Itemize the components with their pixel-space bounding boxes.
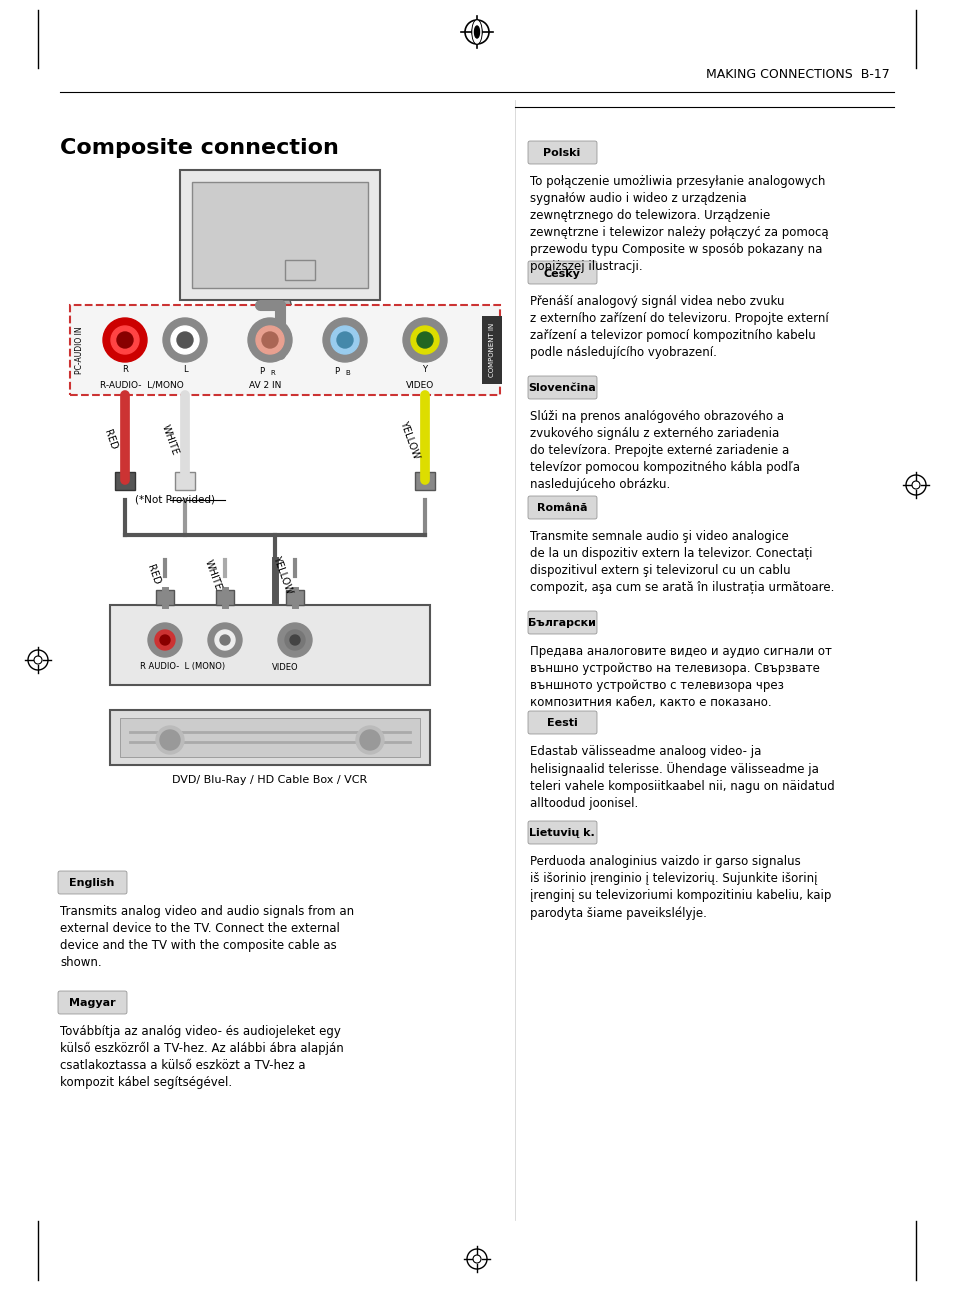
Text: DVD/ Blu-Ray / HD Cable Box / VCR: DVD/ Blu-Ray / HD Cable Box / VCR — [172, 775, 367, 785]
FancyBboxPatch shape — [286, 590, 304, 605]
Circle shape — [220, 635, 230, 646]
Circle shape — [277, 624, 312, 657]
Text: Magyar: Magyar — [69, 998, 115, 1008]
Circle shape — [111, 327, 139, 354]
Circle shape — [323, 318, 367, 361]
Text: R AUDIO-  L (MONO): R AUDIO- L (MONO) — [140, 662, 225, 671]
Text: Polski: Polski — [543, 148, 580, 158]
FancyBboxPatch shape — [527, 261, 597, 284]
Text: YELLOW: YELLOW — [272, 555, 294, 595]
Circle shape — [171, 327, 199, 354]
Circle shape — [160, 729, 180, 750]
Text: Transmits analog video and audio signals from an
external device to the TV. Conn: Transmits analog video and audio signals… — [60, 905, 354, 970]
Text: MAKING CONNECTIONS  B-17: MAKING CONNECTIONS B-17 — [705, 68, 889, 81]
Text: Y: Y — [422, 365, 427, 374]
Text: Lietuvių k.: Lietuvių k. — [529, 828, 595, 838]
Text: RED: RED — [145, 564, 161, 586]
Text: RED: RED — [102, 429, 118, 452]
Ellipse shape — [473, 21, 480, 43]
Text: PC-AUDIO IN: PC-AUDIO IN — [75, 327, 85, 374]
Text: Предава аналоговите видео и аудио сигнали от
външно устройство на телевизора. Св: Предава аналоговите видео и аудио сигнал… — [530, 646, 831, 709]
Circle shape — [416, 332, 433, 349]
FancyBboxPatch shape — [527, 611, 597, 634]
FancyBboxPatch shape — [527, 821, 597, 844]
FancyBboxPatch shape — [215, 590, 233, 605]
Circle shape — [402, 318, 447, 361]
Circle shape — [154, 630, 174, 649]
Text: Composite connection: Composite connection — [60, 138, 338, 158]
Text: R-AUDIO-  L/MONO: R-AUDIO- L/MONO — [100, 381, 184, 390]
Ellipse shape — [474, 26, 479, 37]
Circle shape — [160, 635, 170, 646]
Circle shape — [248, 318, 292, 361]
Text: P: P — [335, 367, 339, 376]
FancyBboxPatch shape — [58, 871, 127, 893]
FancyBboxPatch shape — [527, 141, 597, 164]
Circle shape — [290, 635, 299, 646]
Circle shape — [177, 332, 193, 349]
Text: Română: Română — [537, 503, 587, 513]
Text: Přenáší analogový signál videa nebo zvuku
z externího zařízení do televizoru. Pr: Přenáší analogový signál videa nebo zvuk… — [530, 296, 828, 359]
FancyBboxPatch shape — [234, 330, 325, 342]
Text: Български: Български — [528, 618, 596, 627]
Text: Transmite semnale audio şi video analogice
de la un dispozitiv extern la televiz: Transmite semnale audio şi video analogi… — [530, 531, 834, 594]
Text: Edastab välisseadme analoog video- ja
helisignaalid telerisse. Ühendage välissea: Edastab välisseadme analoog video- ja he… — [530, 745, 834, 811]
FancyBboxPatch shape — [180, 170, 379, 300]
Text: B: B — [345, 371, 350, 376]
Text: Továbbítja az analóg video- és audiojeleket egy
külső eszközről a TV-hez. Az alá: Továbbítja az analóg video- és audiojele… — [60, 1025, 343, 1090]
FancyBboxPatch shape — [527, 496, 597, 519]
Text: English: English — [70, 878, 114, 888]
Polygon shape — [262, 300, 297, 330]
FancyBboxPatch shape — [115, 473, 135, 491]
Circle shape — [208, 624, 242, 657]
FancyBboxPatch shape — [120, 718, 419, 757]
FancyBboxPatch shape — [285, 259, 314, 280]
Text: Slovenčina: Slovenčina — [528, 383, 596, 392]
Circle shape — [156, 726, 184, 754]
FancyBboxPatch shape — [192, 182, 368, 288]
FancyBboxPatch shape — [527, 711, 597, 735]
Text: AV 2 IN: AV 2 IN — [249, 381, 281, 390]
Circle shape — [214, 630, 234, 649]
Text: WHITE: WHITE — [203, 558, 223, 591]
FancyBboxPatch shape — [110, 710, 430, 766]
FancyBboxPatch shape — [70, 305, 499, 395]
FancyBboxPatch shape — [110, 605, 430, 686]
Circle shape — [117, 332, 132, 349]
Text: YELLOW: YELLOW — [398, 420, 421, 461]
Text: Perduoda analoginius vaizdo ir garso signalus
iš išorinio įrenginio į televizori: Perduoda analoginius vaizdo ir garso sig… — [530, 855, 830, 919]
Text: VIDEO: VIDEO — [272, 662, 298, 671]
Text: VIDEO: VIDEO — [405, 381, 434, 390]
Text: Eesti: Eesti — [546, 718, 577, 728]
Circle shape — [148, 624, 182, 657]
FancyBboxPatch shape — [415, 473, 435, 491]
Text: P: P — [259, 367, 264, 376]
Circle shape — [255, 327, 284, 354]
Circle shape — [285, 630, 305, 649]
Circle shape — [262, 332, 277, 349]
Ellipse shape — [472, 19, 481, 44]
Circle shape — [163, 318, 207, 361]
Text: L: L — [182, 365, 187, 374]
FancyBboxPatch shape — [174, 473, 194, 491]
Circle shape — [331, 327, 358, 354]
Text: R: R — [271, 371, 275, 376]
Circle shape — [411, 327, 438, 354]
Circle shape — [359, 729, 379, 750]
FancyBboxPatch shape — [527, 376, 597, 399]
Text: Slúži na prenos analógového obrazového a
zvukového signálu z externého zariadeni: Slúži na prenos analógového obrazového a… — [530, 411, 800, 491]
Text: Česky: Česky — [543, 267, 579, 279]
FancyBboxPatch shape — [156, 590, 173, 605]
Circle shape — [103, 318, 147, 361]
Text: R: R — [122, 365, 128, 374]
Text: WHITE: WHITE — [160, 423, 180, 457]
Circle shape — [336, 332, 353, 349]
Text: (*Not Provided): (*Not Provided) — [135, 494, 214, 505]
Text: To połączenie umożliwia przesyłanie analogowych
sygnałów audio i wideo z urządze: To połączenie umożliwia przesyłanie anal… — [530, 176, 828, 272]
Text: COMPONENT IN: COMPONENT IN — [489, 323, 495, 377]
FancyBboxPatch shape — [58, 991, 127, 1013]
Circle shape — [355, 726, 384, 754]
